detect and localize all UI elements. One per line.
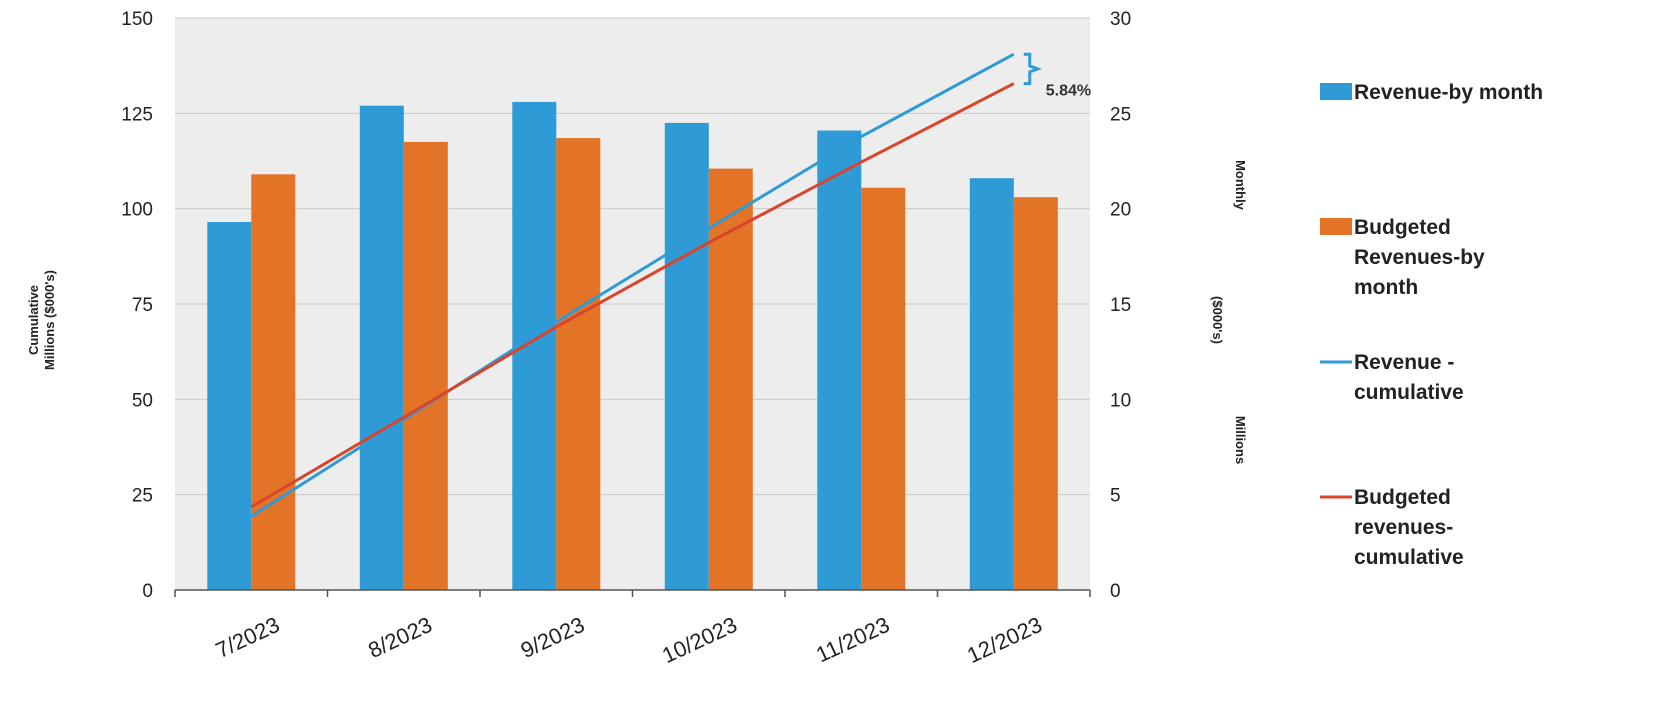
bar-revenue-0 <box>207 222 252 590</box>
bar-budgeted-0 <box>251 174 296 591</box>
annotation-label: 5.84% <box>1046 83 1091 100</box>
legend-label: Revenue - <box>1354 351 1454 374</box>
x-tick-label: 12/2023 <box>963 612 1046 668</box>
legend-swatch <box>1320 218 1352 235</box>
y-left-tick-label: 100 <box>121 200 153 221</box>
y-right-tick-label: 25 <box>1110 104 1131 125</box>
legend-label: Budgeted <box>1354 216 1451 239</box>
y-left-tick-label: 75 <box>132 295 153 316</box>
bar-revenue-3 <box>664 122 709 591</box>
legend-label: month <box>1354 276 1418 299</box>
legend-label: Budgeted <box>1354 486 1451 509</box>
bar-budgeted-5 <box>1013 197 1058 590</box>
bar-revenue-5 <box>969 178 1014 590</box>
y-right-tick-label: 15 <box>1110 295 1131 316</box>
y-right-tick-label: 5 <box>1110 486 1121 507</box>
plot-area <box>175 17 1090 590</box>
x-tick-label: 10/2023 <box>658 612 741 668</box>
bar-budgeted-2 <box>556 138 601 590</box>
y-right-tick-label: 10 <box>1110 390 1131 411</box>
y-left-tick-label: 150 <box>121 9 153 30</box>
bar-budgeted-4 <box>861 187 906 590</box>
legend-label: cumulative <box>1354 546 1464 569</box>
y-left-tick-label: 50 <box>132 390 153 411</box>
legend-swatch <box>1320 83 1352 100</box>
x-tick-label: 11/2023 <box>812 612 893 668</box>
cumulative-lines <box>250 52 1015 518</box>
y-right-axis-title-part: Millions <box>1233 416 1248 464</box>
legend-label: Revenue-by month <box>1354 81 1543 104</box>
bar-budgeted-1 <box>403 141 448 590</box>
legend: Revenue-by month Budgeted Revenues-by month… <box>1320 81 1543 569</box>
y-left-tick-label: 25 <box>132 486 153 507</box>
y-right-tick-label: 20 <box>1110 200 1131 221</box>
legend-label: Revenues-by <box>1354 246 1485 269</box>
legend-item: Budgeted Revenues-by month <box>1320 216 1485 299</box>
bar-revenue-4 <box>817 130 862 590</box>
legend-item: Budgeted revenues-cumulative <box>1320 486 1464 569</box>
line-budgeted-cumulative <box>250 82 1015 509</box>
bar-revenue-1 <box>359 105 404 590</box>
y-right-tick-label: 30 <box>1110 9 1131 30</box>
y-left-tick-label: 125 <box>121 104 153 125</box>
y-right-tick-label: 0 <box>1110 581 1121 602</box>
bracket-icon <box>1023 52 1043 86</box>
difference-annotation: 5.84% <box>1023 52 1091 100</box>
legend-label: revenues- <box>1354 516 1453 539</box>
x-tick-label: 7/2023 <box>212 612 284 663</box>
y-left-axis-title-line: Millions ($000's) <box>42 270 57 370</box>
y-left-axis-title: CumulativeMillions ($000's) <box>26 270 57 370</box>
y-left-axis-title-line: Cumulative <box>26 285 41 355</box>
legend-label: cumulative <box>1354 381 1464 404</box>
line-revenue-cumulative <box>250 52 1015 518</box>
y-right-axis-title-part: Monthly <box>1233 160 1248 211</box>
bars <box>207 101 1058 591</box>
x-tick-label: 8/2023 <box>364 612 436 663</box>
y-left-tick-label: 0 <box>142 581 153 602</box>
legend-item: Revenue - cumulative <box>1320 351 1464 404</box>
y-right-axis-title-part: ($000's) <box>1210 296 1225 344</box>
legend-item: Revenue-by month <box>1320 81 1543 104</box>
x-tick-label: 9/2023 <box>517 612 589 663</box>
